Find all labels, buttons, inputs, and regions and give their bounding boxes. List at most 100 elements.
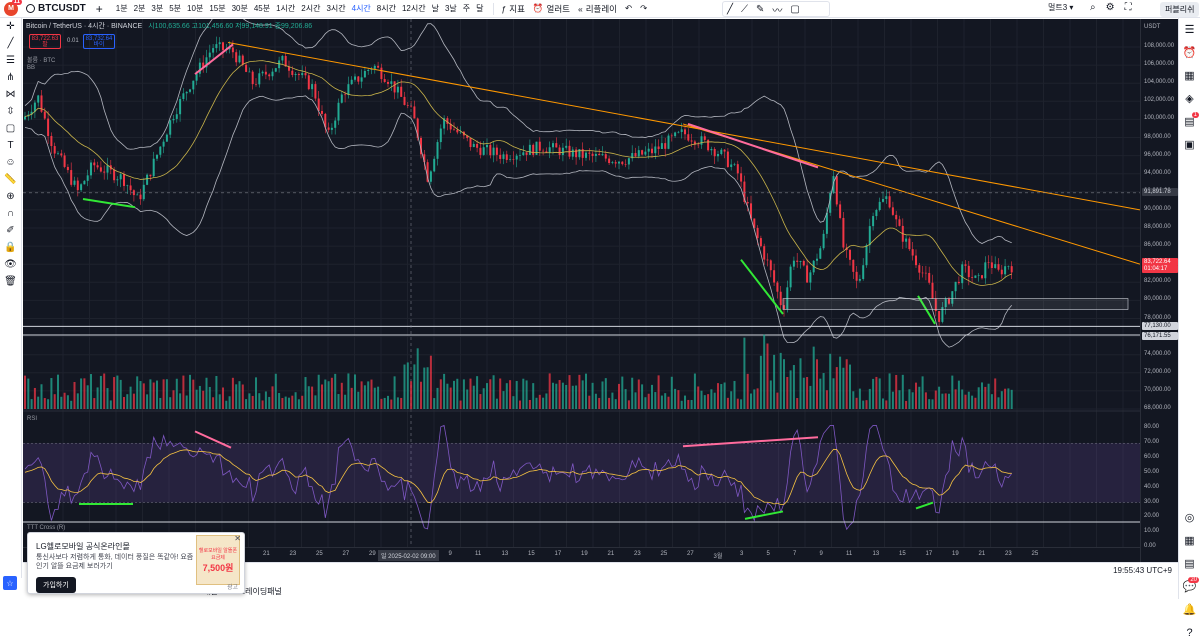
replay-button[interactable]: «리플레이 (577, 3, 617, 14)
crosshair-icon[interactable]: ✛ (6, 21, 15, 32)
timeframe-3[interactable]: 5분 (169, 4, 182, 13)
timeframe-8[interactable]: 1시간 (276, 4, 296, 13)
trash-icon[interactable]: 🗑 (4, 276, 17, 287)
candle-body (251, 71, 254, 85)
watchlist-icon[interactable]: ☰ (1184, 24, 1195, 36)
timeframe-0[interactable]: 1분 (115, 4, 128, 13)
tab-trading-panel[interactable]: 트레이딩패널 (237, 587, 282, 596)
timeframe-16[interactable]: 주 (462, 4, 471, 13)
layers-icon[interactable]: ◈ (1185, 93, 1194, 105)
time-axis[interactable]: 일 2025-02-02 09:00 21 23 25 27 29 9 11 13 15 17 19… (23, 547, 1140, 562)
timeframe-14[interactable]: 날 (431, 4, 439, 13)
ad-title: LG헬로모바일 공식온라인몰 (36, 542, 130, 551)
timeframe-12[interactable]: 8시간 (376, 4, 396, 13)
date-tick-label: 23 (1005, 551, 1012, 557)
timeframe-13[interactable]: 12시간 (401, 4, 426, 13)
notification-badge: 11 (11, 0, 22, 5)
candle-body (50, 135, 53, 147)
hotlist-icon[interactable]: ▤ (1184, 558, 1195, 570)
star-icon[interactable]: ☆ (3, 576, 17, 590)
undo-button[interactable]: ↶ (625, 3, 632, 14)
notes-icon[interactable]: ▤ 1 (1184, 112, 1199, 128)
pattern-icon[interactable]: ⋈ (5, 89, 16, 100)
lock-icon[interactable]: 🔒 (4, 242, 17, 253)
ray-tool-icon[interactable]: ⟋ (741, 3, 749, 15)
rsi-tick-label: 80.00 (1144, 424, 1160, 431)
search-icon[interactable]: ⌕ (1090, 2, 1096, 13)
volume-bar (344, 394, 347, 409)
rectangle-tool-icon[interactable]: ▢ (790, 3, 800, 15)
ad-image[interactable]: 헬로모바일 알뜰폰 요금제 7,500원 (196, 535, 240, 585)
pitchfork-icon[interactable]: ⋔ (6, 72, 15, 83)
volume-bar (93, 398, 96, 409)
volume-bar (868, 388, 871, 409)
compare-plus-icon[interactable]: + (95, 1, 103, 16)
timeframe-15[interactable]: 3날 (444, 4, 457, 13)
timeframe-7[interactable]: 45분 (253, 4, 271, 13)
eye-icon[interactable]: 👁 (4, 259, 17, 270)
candle-body (103, 171, 106, 173)
timeframe-2[interactable]: 3분 (151, 4, 164, 13)
date-tick-label: 25 (316, 551, 323, 557)
candle-body (839, 204, 842, 218)
help-icon[interactable]: ? (1186, 626, 1193, 639)
trendline-icon[interactable]: ╱ (7, 38, 14, 49)
lock-drawing-icon[interactable]: ✐ (6, 225, 15, 236)
zoom-icon[interactable]: ⊕ (6, 191, 15, 202)
bell-icon[interactable]: 🔔 (1182, 604, 1197, 616)
ruler-icon[interactable]: 📏 (4, 174, 17, 185)
measure-icon[interactable]: ⇳ (6, 106, 15, 117)
sell-button[interactable]: 83,722.63 팔 (29, 34, 61, 49)
user-avatar[interactable]: M 11 (4, 0, 22, 16)
ad-join-button[interactable]: 가입하기 (36, 577, 76, 593)
settings-icon[interactable]: ⚙ (1105, 2, 1115, 13)
timeframe-17[interactable]: 달 (476, 4, 484, 13)
brush-tool-icon[interactable]: 〰 (772, 5, 783, 17)
price-axis[interactable]: USDT 108,000.00 106,000.00 104,000.00 102,0… (1140, 19, 1178, 562)
pen-tool-icon[interactable]: ✎ (756, 3, 765, 15)
volume-bar (119, 379, 122, 409)
candle-body (888, 196, 891, 208)
redo-button[interactable]: ↷ (640, 3, 647, 14)
timeframe-10[interactable]: 3시간 (326, 4, 346, 13)
timeframe-11[interactable]: 4시간 (351, 4, 371, 13)
horizontal-lines-icon[interactable]: ☰ (6, 55, 15, 66)
volume-bar (169, 397, 172, 409)
indicators-button[interactable]: ƒ 지표 (501, 3, 525, 14)
emoji-icon[interactable]: ☺ (5, 157, 16, 168)
volume-bar (776, 392, 779, 409)
alerts-icon[interactable]: ⏰ (1182, 47, 1197, 59)
rsi-line (24, 424, 1013, 531)
candle-body (710, 149, 713, 151)
text-icon[interactable]: T (7, 140, 14, 151)
chat-icon[interactable]: 💬 20 (1182, 577, 1199, 593)
volume-bar (575, 385, 578, 409)
timeframe-5[interactable]: 15분 (209, 4, 226, 13)
timeframe-9[interactable]: 2시간 (301, 4, 321, 13)
fullscreen-icon[interactable]: ⛶ (1124, 2, 1132, 13)
candle-body (354, 76, 356, 80)
news-calendar-icon[interactable]: ▦ (1184, 535, 1195, 547)
timeframe-4[interactable]: 10분 (187, 4, 204, 13)
trendline-tool-icon[interactable]: ╱ (727, 3, 734, 15)
candle-body (195, 73, 198, 81)
buy-button[interactable]: 83,732.64 바이 (83, 34, 115, 49)
calendar-icon[interactable]: ▣ (1184, 139, 1195, 151)
data-window-icon[interactable]: ▦ (1184, 70, 1195, 82)
layout-menu[interactable]: 멀트3 ▾ (1048, 3, 1074, 12)
candle-body (575, 149, 578, 158)
candle-body (420, 137, 422, 155)
alert-button[interactable]: ⏰ 얼러트 (532, 3, 570, 14)
candle-body (73, 180, 76, 185)
magnet-icon[interactable]: ∩ (6, 208, 15, 219)
chart-area[interactable]: Bitcoin / TetherUS · 4시간 · BINANCE 시100,… (23, 19, 1178, 562)
shapes-icon[interactable]: ▢ (5, 123, 16, 134)
close-icon[interactable]: ✕ (234, 534, 241, 543)
timeframe-1[interactable]: 2분 (133, 4, 146, 13)
volume-bar (931, 399, 934, 409)
volume-bar (248, 393, 251, 409)
timeframe-6[interactable]: 30분 (231, 4, 248, 13)
target-icon[interactable]: ◎ (1184, 512, 1195, 524)
symbol-search[interactable]: BTCUSDT (26, 3, 86, 14)
publish-button[interactable]: 퍼블리쉬 (1160, 2, 1200, 17)
